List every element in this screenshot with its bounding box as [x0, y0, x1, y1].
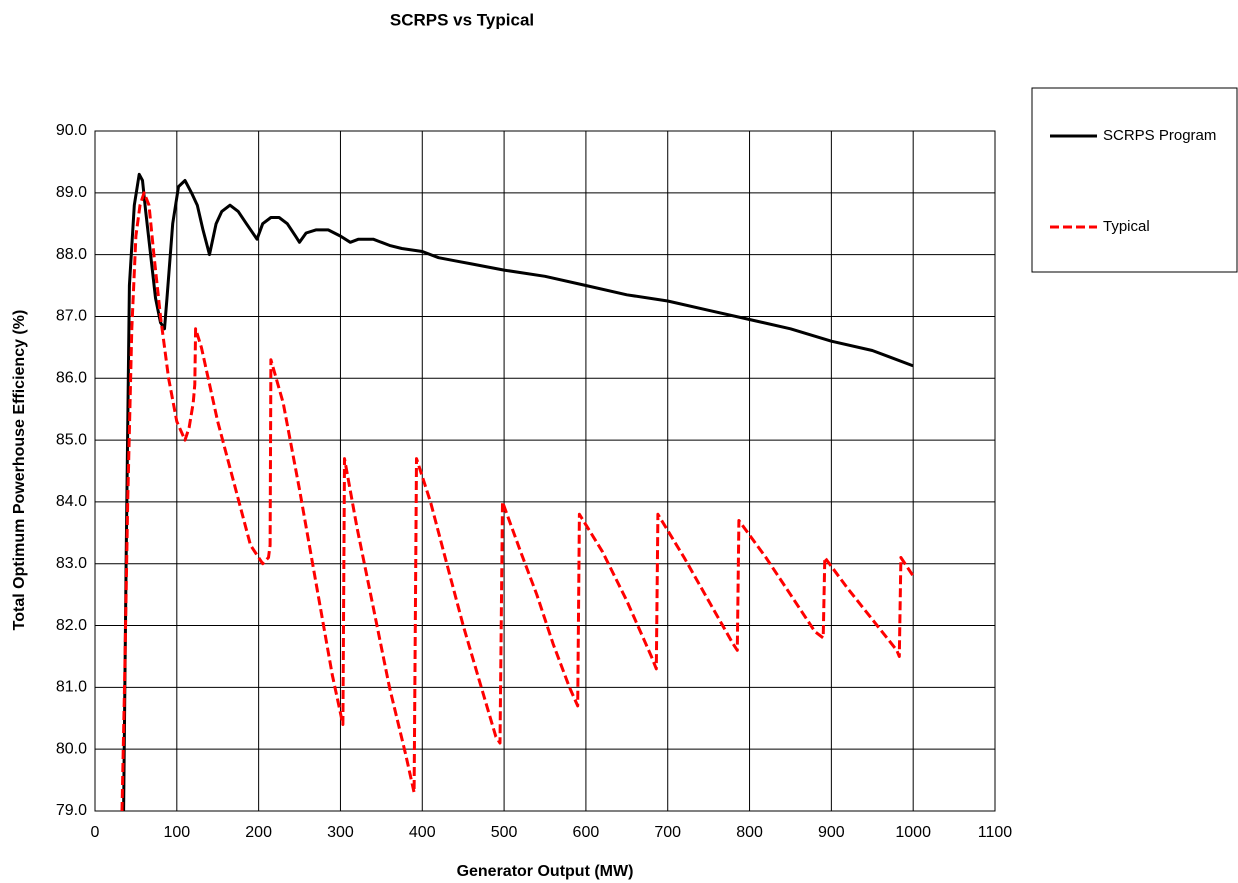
x-tick-label: 0 [91, 824, 100, 841]
x-axis-label: Generator Output (MW) [457, 863, 634, 880]
y-tick-label: 79.0 [56, 802, 87, 819]
chart-title: SCRPS vs Typical [390, 10, 534, 29]
x-tick-label: 600 [573, 824, 600, 841]
y-axis-label: Total Optimum Powerhouse Efficiency (%) [11, 310, 28, 631]
y-tick-label: 80.0 [56, 740, 87, 757]
y-tick-label: 90.0 [56, 122, 87, 139]
y-tick-label: 87.0 [56, 308, 87, 325]
x-tick-label: 700 [654, 824, 681, 841]
x-tick-label: 300 [327, 824, 354, 841]
y-tick-label: 86.0 [56, 369, 87, 386]
legend-box [1031, 87, 1238, 273]
y-tick-label: 84.0 [56, 493, 87, 510]
x-tick-label: 400 [409, 824, 436, 841]
y-tick-label: 85.0 [56, 431, 87, 448]
series-line [122, 172, 914, 812]
x-tick-label: 900 [818, 824, 845, 841]
y-tick-label: 83.0 [56, 555, 87, 572]
x-tick-label: 200 [245, 824, 272, 841]
y-tick-label: 89.0 [56, 184, 87, 201]
y-tick-label: 81.0 [56, 679, 87, 696]
y-tick-label: 88.0 [56, 246, 87, 263]
x-tick-label: 100 [163, 824, 190, 841]
legend-label: SCRPS Program [1103, 127, 1216, 144]
plot-frame [94, 130, 996, 812]
y-tick-label: 82.0 [56, 617, 87, 634]
x-tick-label: 1000 [895, 824, 931, 841]
x-tick-label: 800 [736, 824, 763, 841]
legend-label: Typical [1103, 218, 1150, 235]
x-tick-label: 1100 [978, 824, 1013, 841]
x-tick-label: 500 [491, 824, 518, 841]
series-line [120, 191, 915, 812]
